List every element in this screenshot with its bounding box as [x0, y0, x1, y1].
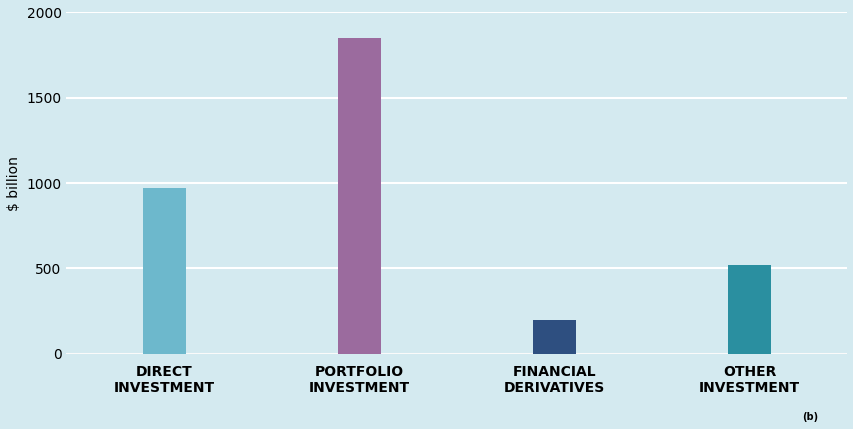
Bar [142, 188, 185, 354]
Bar [532, 320, 575, 354]
Bar [727, 265, 770, 354]
Y-axis label: $ billion: $ billion [7, 156, 21, 211]
Text: (b): (b) [801, 412, 817, 422]
Bar [337, 38, 380, 354]
